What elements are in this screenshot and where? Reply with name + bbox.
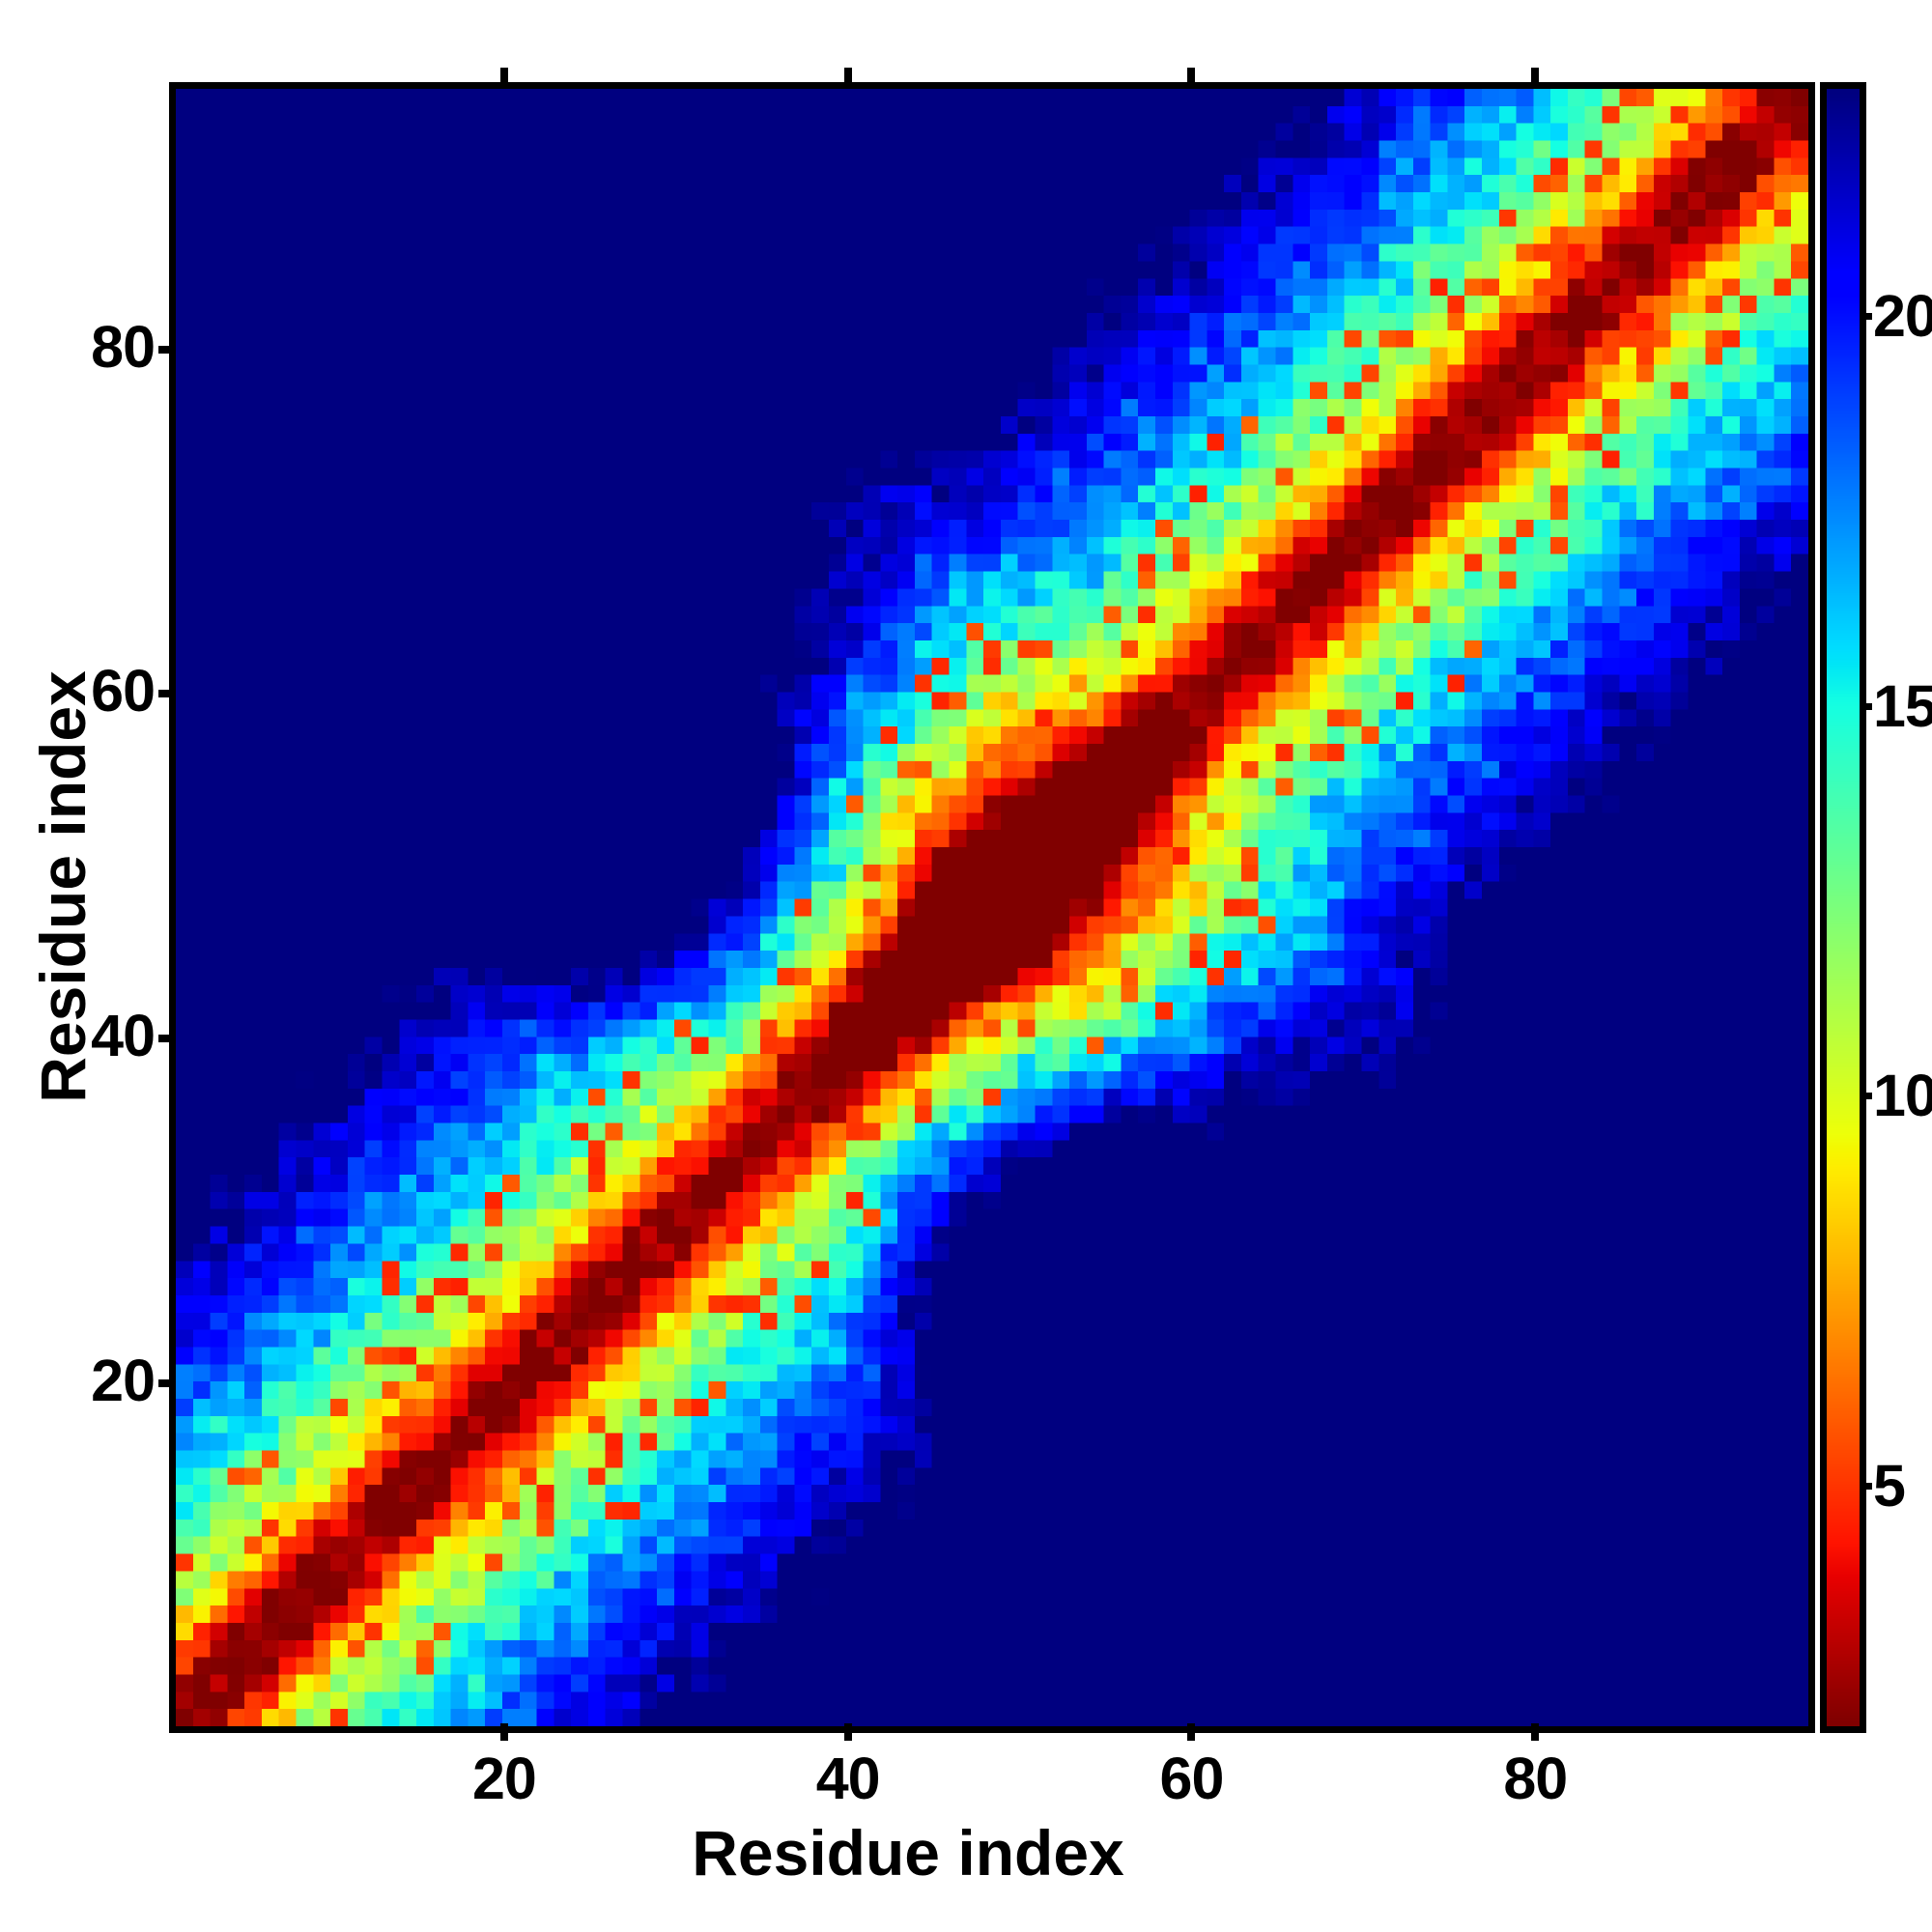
colorbar-label-15: 15 — [1873, 672, 1932, 739]
colorbar-gradient — [1827, 89, 1860, 1726]
y-tick-80 — [158, 345, 176, 354]
x-tick-20 — [499, 1723, 508, 1741]
y-tick-20 — [158, 1379, 176, 1388]
x-axis-title-text: Residue index — [692, 1817, 1124, 1889]
x-ticklabel-20: 20 — [471, 1746, 537, 1811]
colorbar-tick-15 — [1860, 702, 1872, 710]
colorbar-label-20: 20 — [1873, 283, 1932, 350]
contact-map-canvas — [176, 89, 1808, 1726]
y-tick-40 — [158, 1035, 176, 1043]
x-tick-40 — [843, 1723, 852, 1741]
colorbar-tick-5 — [1860, 1482, 1872, 1490]
x-ticklabel-40: 40 — [815, 1746, 881, 1811]
colorbar-label-10: 10 — [1873, 1063, 1932, 1129]
colorbar-tick-10 — [1860, 1093, 1872, 1100]
x-axis-title: Residue index — [0, 1816, 1932, 1889]
colorbar-label-5: 5 — [1873, 1452, 1906, 1519]
x-tick-top-40 — [843, 68, 852, 83]
y-ticklabel-20: 20 — [91, 1348, 156, 1414]
y-ticklabel-80: 80 — [91, 313, 156, 380]
y-tick-60 — [158, 690, 176, 698]
x-ticklabel-80: 80 — [1503, 1746, 1568, 1811]
heatmap-plot-area — [169, 82, 1815, 1733]
y-ticklabel-40: 40 — [91, 1003, 156, 1069]
x-tick-top-60 — [1187, 68, 1196, 83]
x-tick-top-80 — [1531, 68, 1540, 83]
colorbar — [1820, 82, 1866, 1733]
x-tick-80 — [1531, 1723, 1540, 1741]
y-axis-title: Residue index — [27, 670, 99, 1103]
y-ticklabel-60: 60 — [91, 658, 156, 724]
x-ticklabel-60: 60 — [1159, 1746, 1225, 1811]
colorbar-tick-20 — [1860, 313, 1872, 321]
x-tick-60 — [1187, 1723, 1196, 1741]
x-tick-top-20 — [499, 68, 508, 83]
